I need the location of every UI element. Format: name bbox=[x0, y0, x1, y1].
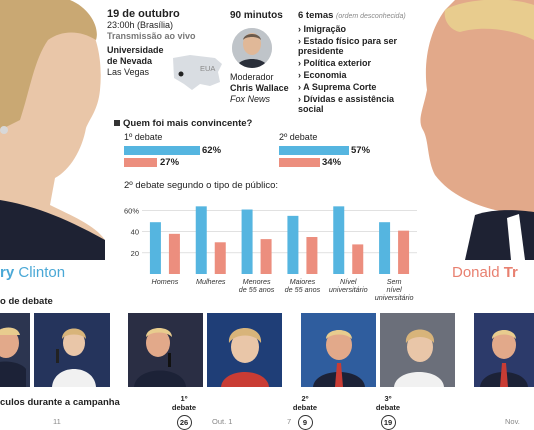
poll-bar-d1-trump bbox=[124, 158, 157, 167]
x-category-label: Nível universitário bbox=[329, 277, 368, 294]
map-label: EUA bbox=[200, 64, 216, 73]
timeline-debate2-day: 9 bbox=[297, 415, 313, 430]
audience-bar-chart: 20 40 60% Homens Mulheres Menores de 55 anos Ma… bbox=[124, 206, 417, 302]
topics-note: (ordem desconhecida) bbox=[336, 13, 406, 20]
poll-debate1-label: 1º debate bbox=[124, 132, 163, 142]
duration-label: 90 minutos bbox=[230, 10, 283, 21]
poll-debate2-label: 2º debate bbox=[279, 132, 318, 142]
topic-item: Imigração bbox=[298, 24, 416, 34]
moderator-photo bbox=[232, 28, 272, 68]
poll-value-d2-clinton: 57% bbox=[351, 145, 371, 156]
timeline-debate1-day: 26 bbox=[176, 415, 192, 430]
timeline-debate1-label: 1º debate bbox=[171, 394, 197, 412]
timeline-axis-label: 11 bbox=[53, 417, 61, 426]
y-tick-label: 40 bbox=[131, 228, 139, 237]
bar-trump bbox=[352, 244, 364, 274]
debate2-trump-photo bbox=[128, 313, 203, 387]
poll-bar-d1-clinton bbox=[124, 146, 200, 155]
timeline-debate3: 3º debate 19 bbox=[368, 394, 408, 430]
moderator-network: Fox News bbox=[230, 94, 271, 104]
campaign-heading: culos durante a campanha bbox=[0, 397, 120, 408]
poll-value-d1-clinton: 62% bbox=[202, 145, 222, 156]
x-category-label: Sem nível universitário bbox=[375, 277, 414, 302]
topics-count: 6 temas bbox=[298, 10, 334, 21]
bar-clinton bbox=[149, 222, 161, 274]
poll-bar-d2-trump bbox=[279, 158, 321, 167]
campaign-trump-photo bbox=[474, 313, 534, 387]
poll-question: Quem foi mais convincente? bbox=[114, 118, 414, 129]
x-category-label: Mulheres bbox=[196, 277, 226, 286]
event-venue: Universidade de Nevada bbox=[107, 45, 164, 66]
debate1-trump-photo bbox=[0, 313, 30, 387]
moderator-name: Chris Wallace bbox=[230, 83, 289, 93]
debate3-trump-photo bbox=[301, 313, 376, 387]
y-tick-label: 20 bbox=[131, 249, 139, 258]
debate2-clinton-photo bbox=[207, 313, 282, 387]
event-broadcast: Transmissão ao vivo bbox=[107, 31, 196, 41]
square-icon bbox=[114, 120, 120, 126]
timeline-debate1: 1º debate 26 bbox=[164, 394, 204, 430]
x-category-label: Homens bbox=[152, 277, 179, 286]
trump-first-name: Donald bbox=[452, 264, 500, 281]
bar-clinton bbox=[195, 206, 207, 274]
event-city: Las Vegas bbox=[107, 67, 150, 77]
topic-item: Dívidas e assistência social bbox=[298, 94, 416, 114]
bar-clinton bbox=[287, 215, 299, 274]
clinton-name: ry Clinton bbox=[0, 264, 65, 281]
bar-clinton bbox=[379, 222, 391, 274]
poll-value-d2-trump: 34% bbox=[322, 157, 342, 168]
x-category-label: Menores de 55 anos bbox=[239, 277, 275, 294]
debate-photos-heading: o de debate bbox=[0, 296, 53, 307]
poll-bar-d2-clinton bbox=[279, 146, 349, 155]
timeline-debate2-label: 2º debate bbox=[292, 394, 318, 412]
trump-name: Donald Tr bbox=[452, 264, 518, 281]
bar-clinton bbox=[241, 209, 253, 274]
y-tick-label: 60% bbox=[124, 207, 139, 216]
clinton-last-name: Clinton bbox=[18, 264, 66, 281]
bar-trump bbox=[260, 239, 272, 274]
us-map: EUA bbox=[170, 50, 225, 95]
bar-trump bbox=[306, 237, 318, 274]
event-time: 23:00h (Brasília) bbox=[107, 20, 174, 30]
topic-item: A Suprema Corte bbox=[298, 82, 416, 92]
x-category-label: Maiores de 55 anos bbox=[285, 277, 321, 294]
bar-clinton bbox=[333, 206, 345, 274]
timeline-axis-label: Nov. bbox=[505, 417, 520, 426]
bar-trump bbox=[168, 233, 180, 274]
topic-item: Economia bbox=[298, 70, 416, 80]
timeline-axis-label: Out. 1 bbox=[212, 417, 233, 426]
topic-item: Política exterior bbox=[298, 58, 416, 68]
trump-portrait bbox=[415, 0, 534, 260]
timeline-axis-label: 7 bbox=[287, 417, 292, 426]
debate1-clinton-photo bbox=[34, 313, 110, 387]
chart-title: 2º debate segundo o tipo de público: bbox=[124, 180, 279, 191]
timeline-debate3-day: 19 bbox=[380, 415, 396, 430]
event-date: 19 de outubro bbox=[107, 8, 180, 20]
debate3-clinton-photo bbox=[380, 313, 455, 387]
bar-trump bbox=[214, 242, 226, 274]
moderator-role: Moderador bbox=[230, 72, 274, 82]
poll-value-d1-trump: 27% bbox=[160, 157, 180, 168]
trump-last-name-partial: Tr bbox=[503, 264, 518, 281]
timeline-debate3-label: 3º debate bbox=[375, 394, 401, 412]
topic-item: Estado físico para ser presidente bbox=[298, 36, 416, 56]
bar-trump bbox=[398, 230, 410, 274]
clinton-portrait bbox=[0, 0, 110, 260]
clinton-first-name-partial: ry bbox=[0, 264, 15, 281]
